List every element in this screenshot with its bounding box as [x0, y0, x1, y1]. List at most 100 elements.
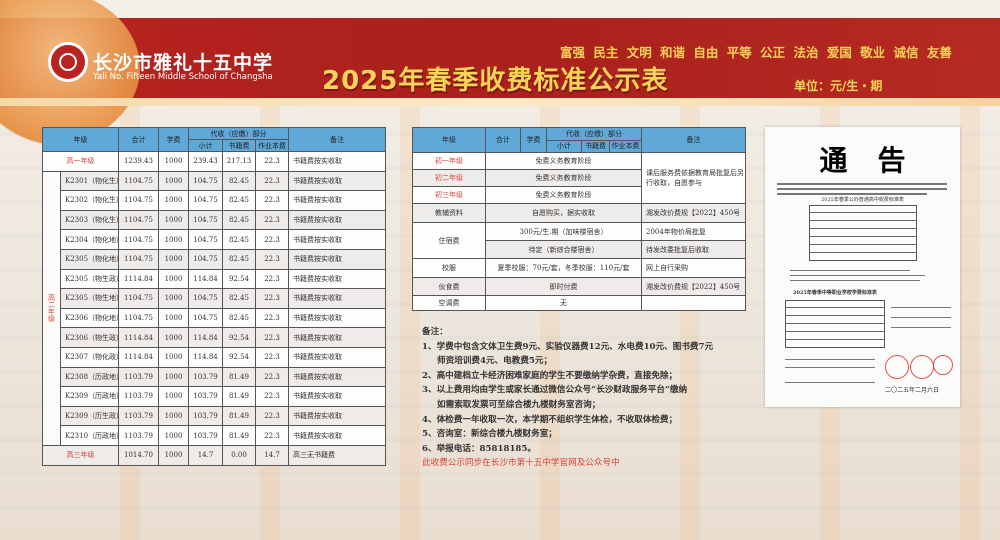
workbook-cell: 22.3: [255, 386, 289, 407]
total-cell: 1104.75: [118, 307, 159, 329]
remark-cell: 湘发改价费规【2022】450号: [641, 277, 746, 296]
class-cell: K2305（物生地）: [60, 288, 119, 309]
notice-text: [790, 275, 925, 276]
subtotal-cell: 103.79: [188, 425, 223, 446]
tuition-cell: 1000: [158, 366, 189, 388]
content-cell: 无: [485, 295, 642, 311]
page-title: 2025年春季收费标准公示表: [322, 66, 669, 96]
notice-text: [777, 193, 927, 195]
subtotal-cell: 104.75: [188, 229, 223, 250]
books-cell: 92.54: [222, 327, 256, 348]
table-row: K2307（物化政） 1114.84 1000 114.84 92.54 22.3 书籍费按…: [43, 346, 386, 368]
table-row: 校服 夏季校服：70元/套，冬季校服：110元/套 网上自行采购: [412, 258, 746, 278]
class-cell: K2301（物化生）: [60, 170, 119, 192]
col-remark: 备注: [641, 127, 746, 153]
remark-cell: 书籍费按实收取: [288, 307, 386, 329]
workbook-cell: 22.3: [255, 190, 289, 211]
remark-cell: 书籍费按实收取: [288, 425, 386, 446]
books-cell: 82.45: [222, 229, 256, 250]
books-cell: 82.45: [222, 288, 256, 309]
tuition-cell: 1000: [158, 268, 189, 290]
col-remark: 备注: [288, 127, 386, 152]
table-row: K2303（物化生） 1104.75 1000 104.75 82.45 22.3 书籍费按…: [43, 209, 386, 231]
books-cell: 92.54: [222, 346, 256, 368]
col-books: 书籍费: [222, 139, 256, 152]
content-cell: 夏季校服：70元/套，冬季校服：110元/套: [485, 258, 642, 278]
notice-title: 通告: [819, 144, 936, 177]
total-cell: 1104.75: [118, 248, 159, 270]
table-row: 教辅资料 自愿购买，据实收取 湘发改价费规【2022】450号: [412, 203, 746, 223]
table-row: 高二年级 K2301（物化生） 1104.75 1000 104.75 82.45 22.3…: [42, 170, 386, 446]
notice-text: [785, 367, 875, 368]
tuition-cell: 1000: [158, 405, 189, 427]
table-row: 住宿费 300元/生.期（加味楼宿舍） 2004年物价局批复: [412, 222, 746, 259]
remark-cell: [641, 295, 746, 311]
total-cell: 1104.75: [118, 288, 159, 309]
remark-cell: 书籍费按实收取: [288, 151, 386, 172]
workbook-cell: 22.3: [255, 209, 289, 231]
col-grade: 年级: [412, 127, 486, 153]
subtotal-cell: 104.75: [188, 248, 223, 270]
remark-cell: 待发改委批复后收取: [641, 240, 746, 259]
note-line: 师资培训费4元、电教费5元；: [437, 356, 553, 367]
table-row: 初一年级 免费义务教育阶段 课后服务费依据教育局批复后另行收取，自愿参与: [412, 152, 746, 204]
subtotal-cell: 103.79: [188, 386, 223, 407]
total-cell: 1103.79: [118, 366, 159, 388]
col-subtotal: 小计: [188, 139, 223, 152]
col-tuition: 学费: [158, 127, 189, 152]
col-total: 合计: [118, 127, 159, 152]
remark-cell: 书籍费按实收取: [288, 288, 386, 309]
workbook-cell: 22.3: [255, 346, 289, 368]
workbook-cell: 22.3: [255, 366, 289, 388]
table-row: 初二年级 免费义务教育阶段: [412, 169, 746, 187]
col-total: 合计: [485, 127, 521, 153]
grade2-label: 高二年级: [42, 170, 61, 446]
sync-notice: 此收费公示同步在长沙市第十五中学官网及公众号中: [422, 458, 620, 469]
note-line: 1、学费中包含文体卫生费9元、实验仪器费12元、水电费10元、图书费7元: [422, 341, 714, 352]
class-cell: K2302（物化生）: [60, 190, 119, 211]
tuition-cell: 1000: [158, 346, 189, 368]
col-grade: 年级: [42, 127, 119, 152]
remark-cell: 书籍费按实收取: [288, 346, 386, 368]
note-line: 3、以上费用均由学生或家长通过微信公众号“长沙财政服务平台”缴纳: [422, 385, 688, 396]
notice-text: [891, 307, 951, 308]
books-cell: 82.45: [222, 248, 256, 270]
subtotal-cell: 114.84: [188, 327, 223, 348]
subtotal-cell: 104.75: [188, 190, 223, 211]
table-row: K2306（物化地） 1104.75 1000 104.75 82.45 22.3 书籍费按…: [43, 307, 386, 329]
remark-cell: 书籍费按实收取: [288, 405, 386, 427]
tuition-cell: 1000: [158, 209, 189, 231]
note-line: 2、高中建档立卡经济困难家庭的学生不要缴纳学杂费，直接免除；: [422, 370, 678, 381]
total-cell: 1103.79: [118, 386, 159, 407]
table-row: K2302（物化生） 1104.75 1000 104.75 82.45 22.3 书籍费按…: [43, 190, 386, 211]
notice-table2: [785, 300, 885, 348]
subtotal-cell: 104.75: [188, 170, 223, 192]
class-cell: K2304（物化地）: [60, 229, 119, 250]
remark-cell: 湘发改价费规【2022】450号: [641, 203, 746, 223]
books-cell: 81.49: [222, 425, 256, 446]
grade-cell: 高一年级: [42, 151, 119, 172]
class-cell: K2307（物化政）: [60, 346, 119, 368]
notice-table2-title: 2025年春季中等职业学校学费标准表: [793, 290, 877, 296]
workbook-cell: 22.3: [255, 248, 289, 270]
remark-cell: 书籍费按实收取: [288, 327, 386, 348]
books-cell: 81.49: [222, 386, 256, 407]
books-cell: 82.45: [222, 170, 256, 192]
class-cell: K2306（物化地）: [60, 307, 119, 329]
workbook-cell: 22.3: [255, 405, 289, 427]
subtotal-cell: 14.7: [188, 444, 223, 466]
total-cell: 1104.75: [118, 209, 159, 231]
subtotal-cell: 239.43: [188, 151, 223, 172]
grade-cell: 初一年级: [412, 152, 486, 170]
books-cell: 92.54: [222, 268, 256, 290]
remark-cell: 书籍费按实收取: [288, 190, 386, 211]
tuition-cell: 1000: [158, 307, 189, 329]
subtotal-cell: 104.75: [188, 307, 223, 329]
table-row: K2304（物化地） 1104.75 1000 104.75 82.45 22.3 书籍费按…: [43, 229, 386, 250]
books-cell: 82.45: [222, 209, 256, 231]
note-line: 5、咨询室：新综合楼九楼财务室；: [422, 429, 557, 440]
total-cell: 1103.79: [118, 425, 159, 446]
table-row: K2309（历生政） 1103.79 1000 103.79 81.49 22.3 书籍费按…: [43, 405, 386, 427]
workbook-cell: 22.3: [255, 307, 289, 329]
table-row: 空调费 无: [412, 295, 746, 311]
